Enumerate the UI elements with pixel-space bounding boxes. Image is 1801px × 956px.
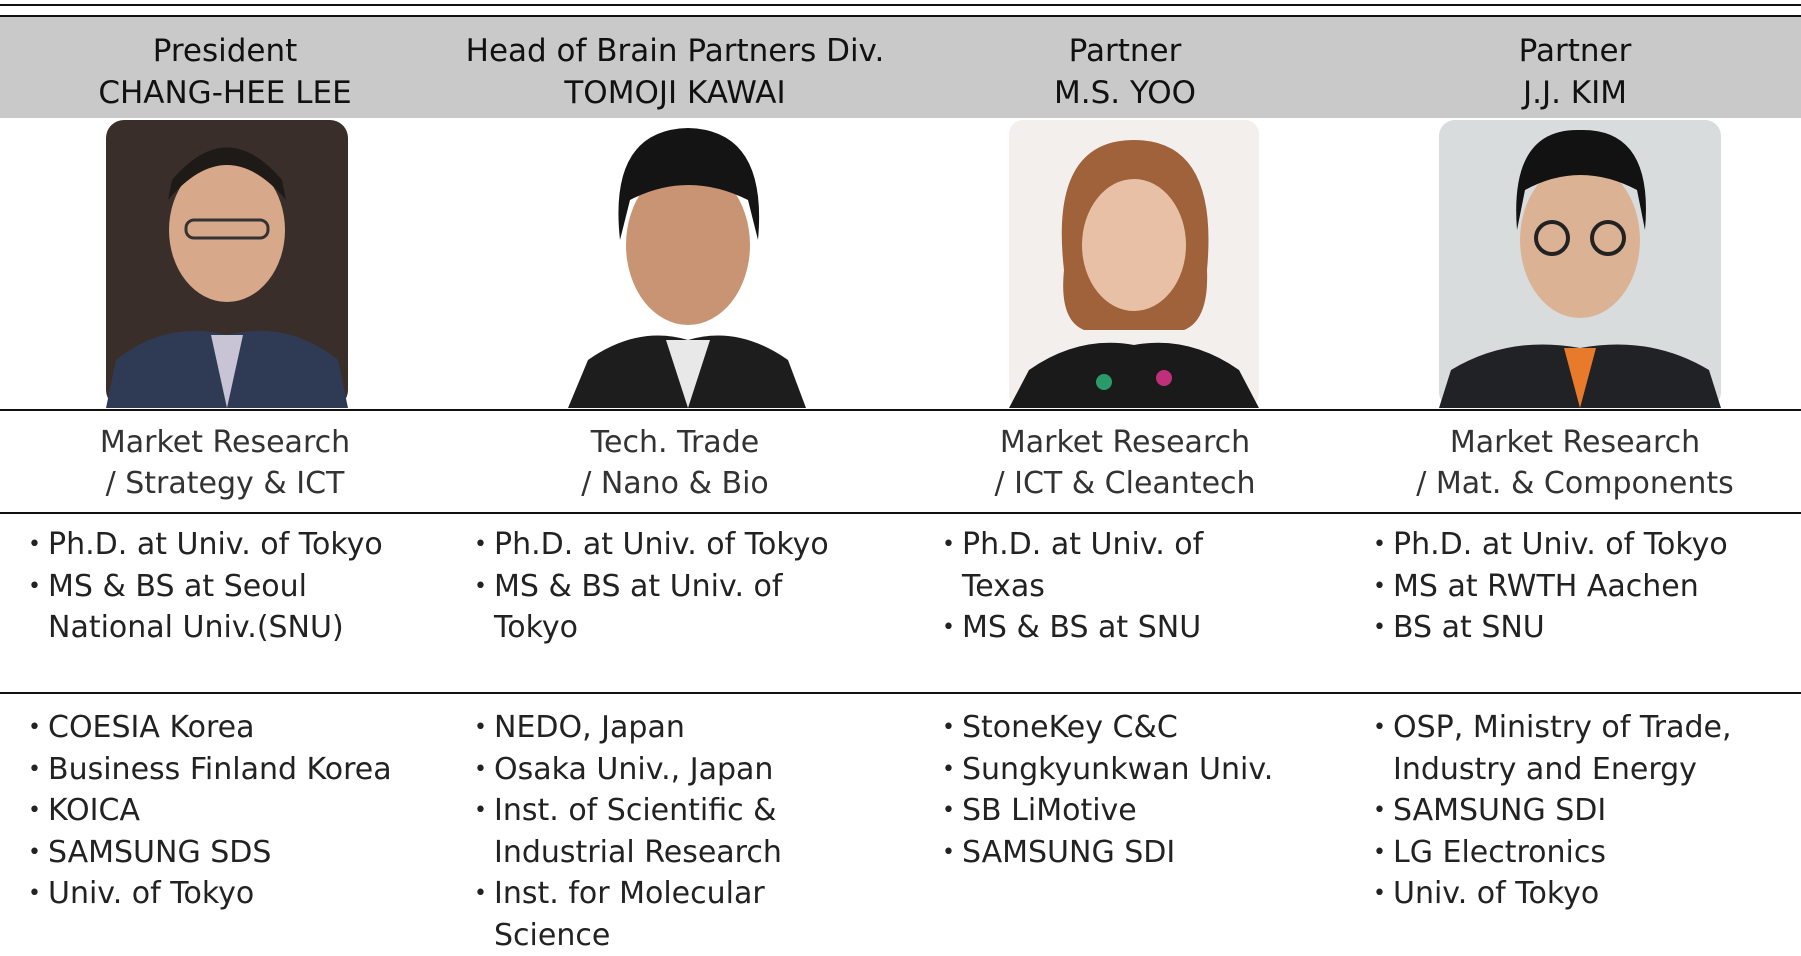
specialty-line: Market Research bbox=[999, 425, 1251, 460]
career-item: OSP, Ministry of Trade, Industry and Ene… bbox=[1373, 707, 1773, 790]
member-specialty: Market Research / Strategy & ICT bbox=[0, 422, 450, 504]
specialty-line: Market Research bbox=[99, 425, 351, 460]
career-item: Osaka Univ., Japan bbox=[474, 749, 874, 791]
specialty-line: Tech. Trade bbox=[590, 425, 760, 460]
career-list: OSP, Ministry of Trade, Industry and Ene… bbox=[1373, 707, 1773, 915]
career-item: Business Finland Korea bbox=[28, 749, 428, 791]
education-item: MS & BS at SNU bbox=[942, 607, 1292, 649]
career-item: LG Electronics bbox=[1373, 832, 1773, 874]
specialty-line: / Strategy & ICT bbox=[105, 466, 345, 501]
career-item: Univ. of Tokyo bbox=[28, 873, 428, 915]
career-item: COESIA Korea bbox=[28, 707, 428, 749]
education-item: Ph.D. at Univ. of Tokyo bbox=[28, 524, 428, 566]
education-list: Ph.D. at Univ. of TokyoMS & BS at Univ. … bbox=[474, 524, 874, 649]
member-header: Partner J.J. KIM bbox=[1350, 30, 1800, 114]
career-item: Inst. of Scientific & Industrial Researc… bbox=[474, 790, 874, 873]
specialty-line: Market Research bbox=[1449, 425, 1701, 460]
member-column: President CHANG-HEE LEE Market Research / S… bbox=[0, 0, 450, 955]
member-specialty: Tech. Trade / Nano & Bio bbox=[450, 422, 900, 504]
career-item: Sungkyunkwan Univ. bbox=[942, 749, 1292, 791]
member-role: Partner bbox=[1068, 33, 1182, 69]
member-header: Partner M.S. YOO bbox=[900, 30, 1350, 114]
member-specialty: Market Research / ICT & Cleantech bbox=[900, 422, 1350, 504]
specialty-line: / Mat. & Components bbox=[1416, 466, 1734, 501]
education-item: MS & BS at Univ. of Tokyo bbox=[474, 566, 874, 649]
member-column: Partner M.S. YOO Market Research / ICT & Cl… bbox=[900, 0, 1350, 955]
portrait bbox=[568, 120, 806, 408]
education-item: Ph.D. at Univ. of Texas bbox=[942, 524, 1292, 607]
member-column: Partner J.J. KIM Market Research / Mat. & C… bbox=[1350, 0, 1800, 955]
header-band bbox=[0, 17, 1801, 118]
portrait bbox=[1439, 120, 1721, 408]
education-list: Ph.D. at Univ. of TexasMS & BS at SNU bbox=[942, 524, 1292, 649]
career-list: COESIA KoreaBusiness Finland KoreaKOICAS… bbox=[28, 707, 428, 915]
row-rule bbox=[0, 692, 1801, 694]
education-item: MS at RWTH Aachen bbox=[1373, 566, 1773, 608]
portrait bbox=[1009, 120, 1259, 408]
member-name: CHANG-HEE LEE bbox=[98, 75, 352, 111]
career-item: SB LiMotive bbox=[942, 790, 1292, 832]
education-list: Ph.D. at Univ. of TokyoMS at RWTH Aachen… bbox=[1373, 524, 1773, 649]
member-column: Head of Brain Partners Div. TOMOJI KAWAI T… bbox=[450, 0, 900, 955]
career-item: Inst. for Molecular Science bbox=[474, 873, 874, 956]
career-item: SAMSUNG SDI bbox=[1373, 790, 1773, 832]
top-rule bbox=[0, 15, 1801, 17]
top-rule bbox=[0, 4, 1801, 6]
education-item: MS & BS at Seoul National Univ.(SNU) bbox=[28, 566, 428, 649]
education-item: Ph.D. at Univ. of Tokyo bbox=[474, 524, 874, 566]
career-list: NEDO, JapanOsaka Univ., JapanInst. of Sc… bbox=[474, 707, 874, 956]
row-rule bbox=[0, 409, 1801, 411]
member-role: Partner bbox=[1518, 33, 1632, 69]
member-header: Head of Brain Partners Div. TOMOJI KAWAI bbox=[450, 30, 900, 114]
specialty-line: / Nano & Bio bbox=[581, 466, 769, 501]
career-item: NEDO, Japan bbox=[474, 707, 874, 749]
member-name: J.J. KIM bbox=[1522, 75, 1628, 111]
career-item: Univ. of Tokyo bbox=[1373, 873, 1773, 915]
member-name: M.S. YOO bbox=[1053, 75, 1197, 111]
member-role: President bbox=[152, 33, 298, 69]
career-item: StoneKey C&C bbox=[942, 707, 1292, 749]
row-rule bbox=[0, 512, 1801, 514]
portrait bbox=[106, 120, 348, 408]
member-specialty: Market Research / Mat. & Components bbox=[1350, 422, 1800, 504]
career-list: StoneKey C&CSungkyunkwan Univ.SB LiMotiv… bbox=[942, 707, 1292, 873]
specialty-line: / ICT & Cleantech bbox=[994, 466, 1256, 501]
education-list: Ph.D. at Univ. of TokyoMS & BS at Seoul … bbox=[28, 524, 428, 649]
education-item: Ph.D. at Univ. of Tokyo bbox=[1373, 524, 1773, 566]
career-item: KOICA bbox=[28, 790, 428, 832]
career-item: SAMSUNG SDI bbox=[942, 832, 1292, 874]
member-header: President CHANG-HEE LEE bbox=[0, 30, 450, 114]
career-item: SAMSUNG SDS bbox=[28, 832, 428, 874]
member-name: TOMOJI KAWAI bbox=[564, 75, 786, 111]
member-role: Head of Brain Partners Div. bbox=[465, 33, 885, 69]
education-item: BS at SNU bbox=[1373, 607, 1773, 649]
